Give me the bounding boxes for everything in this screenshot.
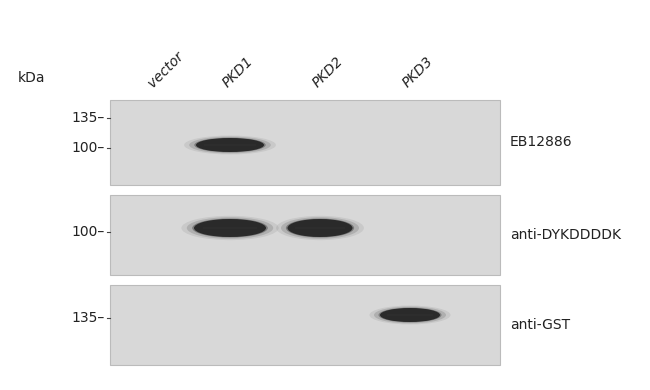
- Text: anti-DYKDDDDK: anti-DYKDDDDK: [510, 228, 621, 242]
- Ellipse shape: [276, 216, 364, 240]
- Text: kDa: kDa: [18, 71, 46, 85]
- Ellipse shape: [286, 218, 354, 238]
- Ellipse shape: [181, 216, 279, 240]
- Bar: [110, 195, 500, 275]
- Ellipse shape: [189, 136, 271, 153]
- Text: vector: vector: [145, 49, 186, 90]
- Ellipse shape: [369, 305, 450, 324]
- Bar: [110, 100, 500, 185]
- Ellipse shape: [378, 308, 441, 323]
- Ellipse shape: [192, 218, 268, 238]
- Text: 100–: 100–: [72, 225, 105, 239]
- Bar: [204, 144, 256, 146]
- Ellipse shape: [287, 219, 352, 237]
- Text: PKD2: PKD2: [310, 54, 346, 90]
- Ellipse shape: [380, 308, 440, 322]
- Ellipse shape: [187, 217, 273, 239]
- Text: anti-GST: anti-GST: [510, 318, 570, 332]
- Ellipse shape: [281, 217, 359, 239]
- Text: 100–: 100–: [72, 141, 105, 155]
- Ellipse shape: [196, 138, 264, 152]
- Ellipse shape: [184, 136, 276, 154]
- Bar: [295, 227, 344, 229]
- Ellipse shape: [194, 219, 266, 237]
- Ellipse shape: [194, 138, 266, 152]
- Text: PKD1: PKD1: [220, 54, 256, 90]
- Ellipse shape: [374, 307, 446, 323]
- Text: 135–: 135–: [72, 111, 105, 125]
- Bar: [387, 314, 433, 316]
- Text: 135–: 135–: [72, 311, 105, 325]
- Bar: [203, 227, 257, 229]
- Text: PKD3: PKD3: [400, 54, 436, 90]
- Bar: [110, 285, 500, 365]
- Text: EB12886: EB12886: [510, 135, 573, 149]
